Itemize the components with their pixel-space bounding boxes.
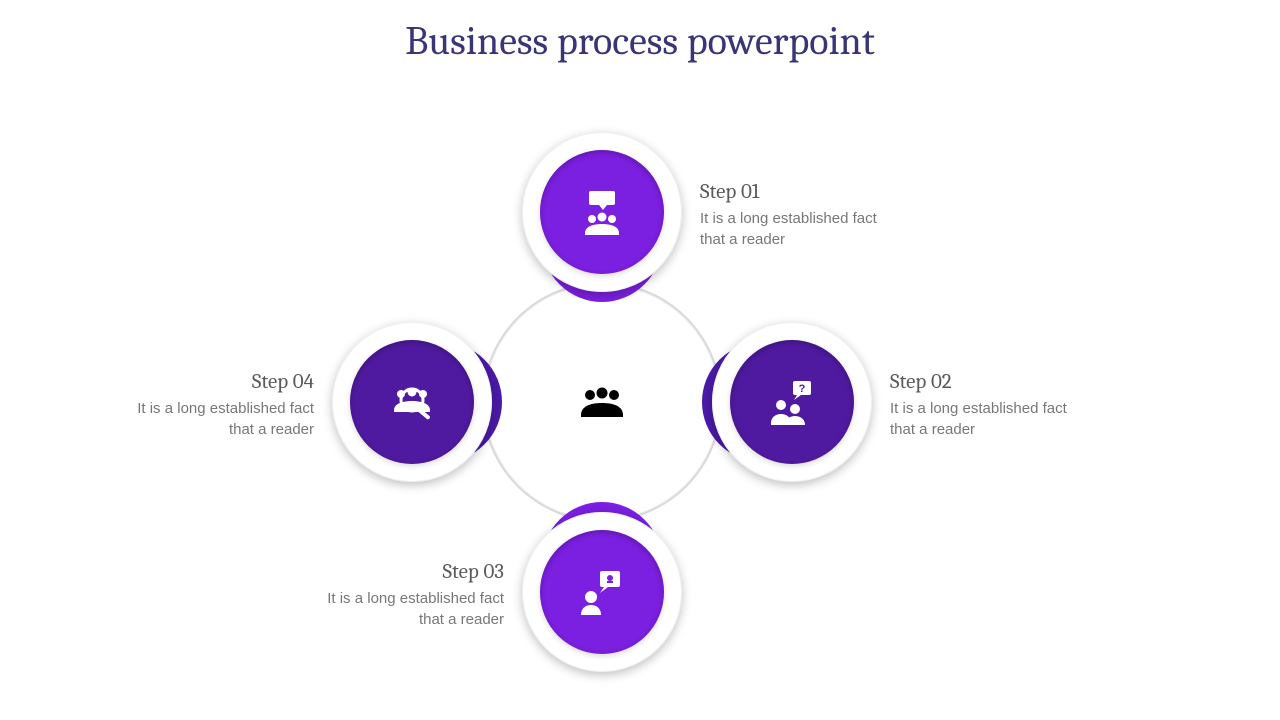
- group-icon: [579, 387, 625, 417]
- step-text-2: Step 02 It is a long established fact th…: [890, 368, 1090, 440]
- step-node-2: ?: [712, 322, 872, 482]
- diagram-stage: ? Step 01 It is a long established fact …: [0, 0, 1280, 720]
- step-text-4: Step 04 It is a long established fact th…: [114, 368, 314, 440]
- team-chat-icon: [540, 150, 664, 274]
- team-search-icon: [350, 340, 474, 464]
- step-title-3: Step 03: [304, 558, 504, 586]
- team-question-icon: ?: [730, 340, 854, 464]
- center-hub: [482, 282, 722, 522]
- step-text-3: Step 03 It is a long established fact th…: [304, 558, 504, 630]
- step-title-1: Step 01: [700, 178, 900, 206]
- step-node-1: [522, 132, 682, 292]
- step-text-1: Step 01 It is a long established fact th…: [700, 178, 900, 250]
- step-body-2: It is a long established fact that a rea…: [890, 399, 1090, 440]
- step-body-4: It is a long established fact that a rea…: [114, 399, 314, 440]
- step-node-3: [522, 512, 682, 672]
- step-node-4: [332, 322, 492, 482]
- step-title-4: Step 04: [114, 368, 314, 396]
- step-title-2: Step 02: [890, 368, 1090, 396]
- step-body-3: It is a long established fact that a rea…: [304, 589, 504, 630]
- person-idea-icon: [540, 530, 664, 654]
- svg-text:?: ?: [799, 383, 806, 395]
- step-body-1: It is a long established fact that a rea…: [700, 209, 900, 250]
